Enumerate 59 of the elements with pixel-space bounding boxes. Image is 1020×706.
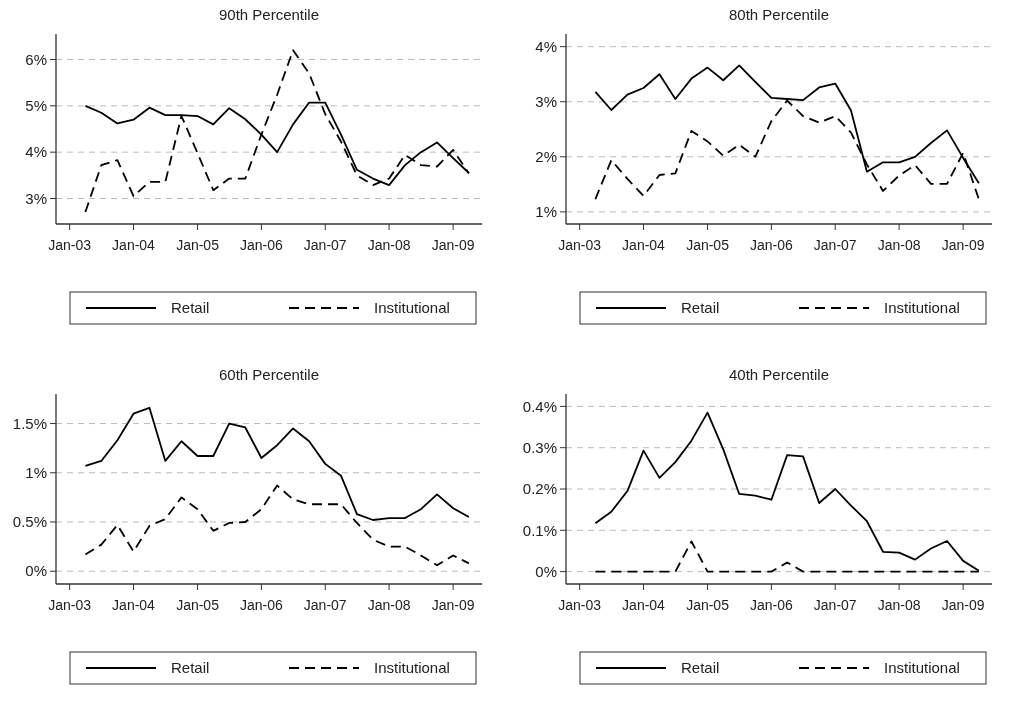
legend-label: Institutional [374, 299, 450, 317]
y-tick-label: 6% [25, 50, 47, 68]
legend-label: Institutional [884, 299, 960, 317]
x-tick-label: Jan-06 [749, 237, 793, 253]
x-tick-label: Jan-05 [176, 597, 220, 613]
y-tick-label: 0% [25, 562, 47, 580]
x-tick-label: Jan-09 [431, 597, 475, 613]
chart-title: 90th Percentile [218, 6, 320, 23]
x-tick-label: Jan-03 [48, 597, 92, 613]
chart-title: 60th Percentile [218, 366, 320, 383]
x-tick-label: Jan-03 [48, 237, 92, 253]
y-tick-label: 0.3% [522, 438, 557, 456]
x-tick-label: Jan-08 [367, 597, 411, 613]
x-tick-label: Jan-04 [112, 597, 156, 613]
x-tick-label: Jan-07 [303, 237, 347, 253]
y-tick-label: 1.5% [12, 414, 47, 432]
chart-title: 40th Percentile [728, 366, 830, 383]
chart-title: 80th Percentile [728, 6, 830, 23]
legend-label: Retail [681, 299, 720, 317]
x-tick-label: Jan-09 [431, 237, 475, 253]
x-tick-label: Jan-07 [813, 597, 857, 613]
legend-label: Institutional [884, 659, 960, 677]
x-tick-label: Jan-08 [877, 237, 921, 253]
x-tick-label: Jan-03 [558, 597, 602, 613]
y-tick-label: 3% [25, 189, 47, 207]
y-tick-label: 3% [535, 92, 557, 110]
x-tick-label: Jan-04 [622, 597, 666, 613]
x-tick-label: Jan-07 [813, 237, 857, 253]
y-tick-label: 0.2% [522, 480, 557, 498]
legend-label: Retail [171, 299, 210, 317]
x-tick-label: Jan-09 [941, 237, 985, 253]
legend-label: Retail [681, 659, 720, 677]
y-tick-label: 0.1% [522, 521, 557, 539]
y-tick-label: 4% [25, 143, 47, 161]
x-tick-label: Jan-06 [749, 597, 793, 613]
x-tick-label: Jan-05 [686, 237, 730, 253]
y-tick-label: 5% [25, 97, 47, 115]
y-tick-label: 0% [535, 562, 557, 580]
x-tick-label: Jan-04 [112, 237, 156, 253]
x-tick-label: Jan-05 [176, 237, 220, 253]
line-series [84, 406, 470, 521]
x-tick-label: Jan-08 [367, 237, 411, 253]
y-tick-label: 2% [535, 148, 557, 166]
line-series [84, 484, 470, 567]
legend-label: Retail [171, 659, 210, 677]
x-tick-label: Jan-06 [239, 597, 283, 613]
x-tick-label: Jan-04 [622, 237, 666, 253]
x-tick-label: Jan-06 [239, 237, 283, 253]
y-tick-label: 0.4% [522, 397, 557, 415]
x-tick-label: Jan-08 [877, 597, 921, 613]
y-tick-label: 1% [25, 464, 47, 482]
y-tick-label: 0.5% [12, 513, 47, 531]
x-tick-label: Jan-03 [558, 237, 602, 253]
x-tick-label: Jan-05 [686, 597, 730, 613]
x-tick-label: Jan-09 [941, 597, 985, 613]
y-tick-label: 1% [535, 203, 557, 221]
y-tick-label: 4% [535, 37, 557, 55]
legend-label: Institutional [374, 659, 450, 677]
x-tick-label: Jan-07 [303, 597, 347, 613]
